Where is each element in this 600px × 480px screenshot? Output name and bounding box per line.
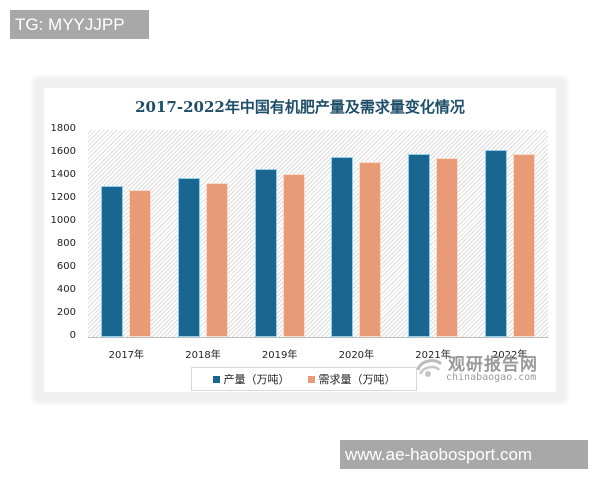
bar-demand bbox=[512, 154, 535, 337]
logo-swirl-icon bbox=[416, 359, 443, 377]
y-tick-label: 1600 bbox=[50, 146, 76, 157]
bar-production bbox=[484, 150, 507, 337]
x-tick-label: 2021年 bbox=[415, 350, 451, 361]
legend: 产量（万吨） 需求量（万吨） bbox=[191, 367, 417, 391]
y-tick-label: 800 bbox=[56, 238, 76, 249]
bar-production bbox=[101, 186, 124, 337]
y-tick-label: 1800 bbox=[50, 123, 76, 134]
production-swatch-icon bbox=[212, 375, 220, 383]
bar-demand bbox=[436, 158, 458, 337]
bar-demand bbox=[206, 182, 228, 337]
bar-production bbox=[331, 157, 354, 337]
logo-text-en: chinabaogao.com bbox=[446, 372, 537, 383]
x-tick-label: 2017年 bbox=[108, 350, 145, 361]
legend-item-demand: 需求量（万吨） bbox=[307, 371, 396, 387]
bar-production bbox=[178, 178, 200, 337]
x-tick-label: 2018年 bbox=[185, 350, 221, 361]
bar-demand bbox=[359, 162, 382, 337]
bar-demand bbox=[129, 190, 152, 337]
x-axis-line bbox=[88, 337, 548, 338]
logo-text-cn: 观研报告网 bbox=[448, 355, 538, 375]
demand-swatch-icon bbox=[307, 375, 315, 383]
y-tick-label: 400 bbox=[56, 284, 76, 295]
watermark-bottom: www.ae-haobosport.com bbox=[340, 440, 588, 469]
x-tick-label: 2020年 bbox=[338, 350, 375, 361]
y-tick-label: 1000 bbox=[50, 215, 76, 226]
watermark-top: TG: MYYJJPP bbox=[10, 10, 149, 39]
y-tick-label: 1200 bbox=[50, 192, 76, 203]
y-tick-label: 600 bbox=[56, 261, 76, 272]
bar-production bbox=[408, 154, 430, 337]
plot-area bbox=[88, 130, 548, 337]
legend-item-production: 产量（万吨） bbox=[212, 371, 290, 387]
source-logo: 观研报告网 chinabaogao.com bbox=[410, 350, 560, 390]
y-tick-label: 200 bbox=[56, 307, 76, 318]
bar-production bbox=[254, 169, 277, 337]
chart-title: 2017-2022年中国有机肥产量及需求量变化情况 bbox=[135, 98, 465, 116]
legend-label-demand: 需求量（万吨） bbox=[318, 373, 396, 386]
x-tick-label: 2019年 bbox=[261, 350, 298, 361]
legend-label-production: 产量（万吨） bbox=[223, 373, 290, 386]
y-tick-label: 0 bbox=[69, 330, 76, 341]
x-tick-label: 2022年 bbox=[491, 350, 528, 361]
y-tick-label: 1400 bbox=[50, 169, 76, 180]
bar-demand bbox=[282, 174, 305, 337]
